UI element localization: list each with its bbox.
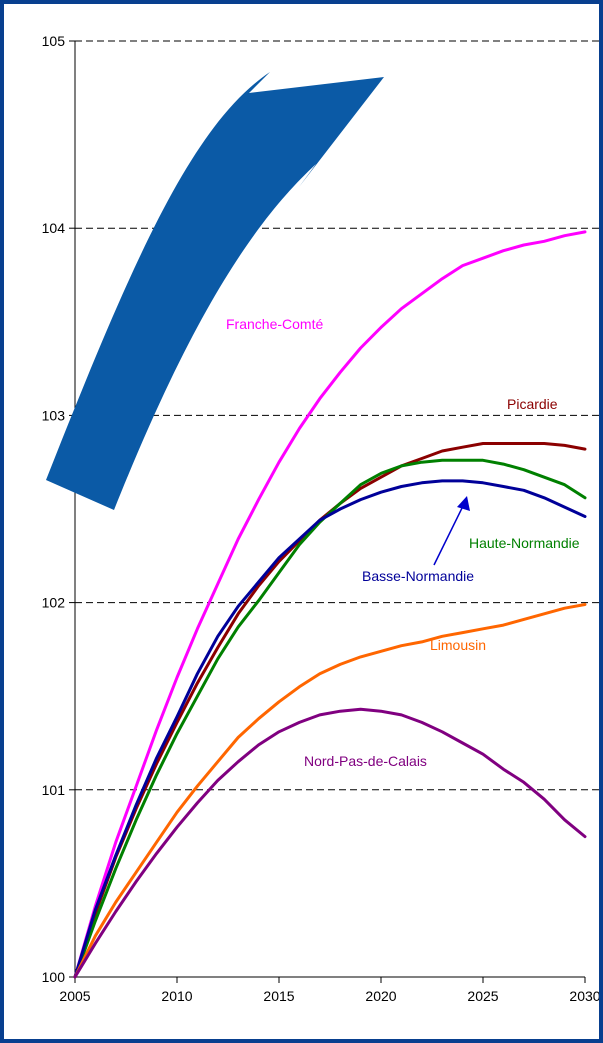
x-tick-2010: 2010 xyxy=(161,988,192,1004)
x-tick-2020: 2020 xyxy=(365,988,396,1004)
x-tick-2005: 2005 xyxy=(59,988,90,1004)
x-tick-2015: 2015 xyxy=(263,988,294,1004)
series-line-franche-comt- xyxy=(73,230,587,979)
label-limousin: Limousin xyxy=(430,637,486,653)
pointer-shaft xyxy=(433,503,465,566)
y-tick-102: 102 xyxy=(42,595,66,611)
label-pointer xyxy=(433,496,470,566)
pointer-head-icon xyxy=(457,496,470,511)
y-tick-104: 104 xyxy=(42,220,66,236)
series-line-basse-normandie xyxy=(73,479,587,979)
growth-arrow-icon xyxy=(46,72,384,510)
line-chart: Franche-Comté Picardie Haute-Normandie Bass… xyxy=(42,33,599,1004)
series-lines xyxy=(73,230,587,979)
x-tick-2025: 2025 xyxy=(467,988,498,1004)
label-picardie: Picardie xyxy=(507,396,558,412)
label-nord-pas-de-calais: Nord-Pas-de-Calais xyxy=(304,753,427,769)
label-franche-comt-: Franche-Comté xyxy=(226,316,323,332)
series-line-limousin xyxy=(73,603,587,979)
x-tick-2030: 2030 xyxy=(569,988,599,1004)
y-tick-labels: 100 101 102 103 104 105 xyxy=(42,33,66,985)
y-tick-103: 103 xyxy=(42,407,66,423)
series-line-haute-normandie xyxy=(73,458,587,979)
y-tick-101: 101 xyxy=(42,782,66,798)
label-haute-normandie: Haute-Normandie xyxy=(469,535,580,551)
axes xyxy=(69,40,586,983)
y-tick-100: 100 xyxy=(42,969,66,985)
label-basse-normandie: Basse-Normandie xyxy=(362,568,474,584)
series-line-nord-pas-de-calais xyxy=(73,707,587,979)
y-tick-105: 105 xyxy=(42,33,66,49)
series-labels: Franche-Comté Picardie Haute-Normandie Bass… xyxy=(226,316,580,769)
series-line-picardie xyxy=(73,442,587,979)
x-tick-labels: 2005 2010 2015 2020 2025 2030 xyxy=(59,988,599,1004)
